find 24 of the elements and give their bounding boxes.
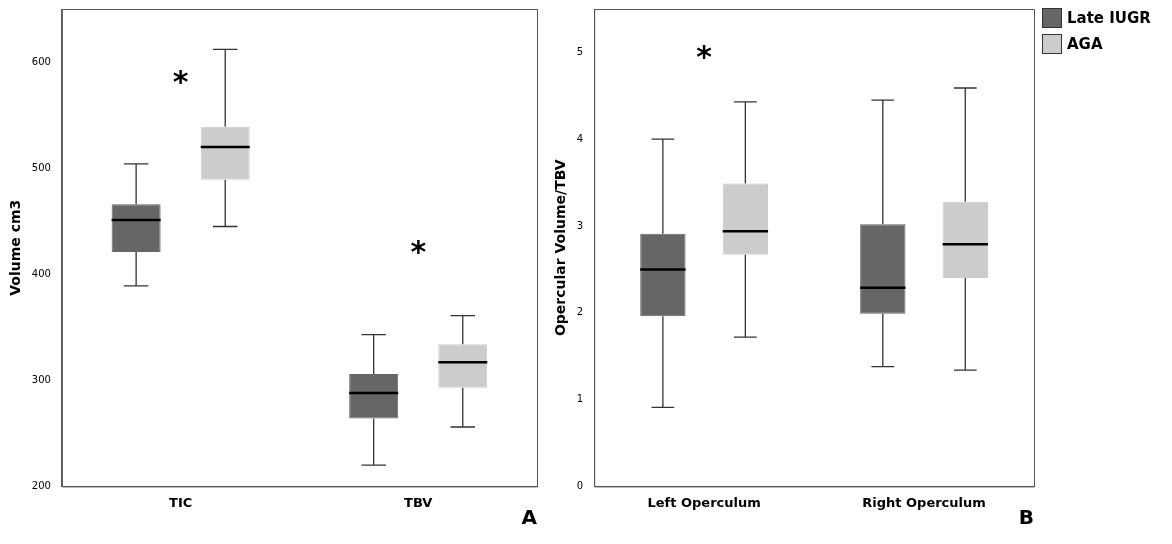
y-tick-label: 400: [31, 267, 51, 279]
y-tick-label: 4: [576, 132, 584, 144]
annotation: *: [172, 63, 189, 99]
y-tick-label: 3: [576, 219, 584, 231]
annotation: *: [410, 234, 427, 270]
y-axis-title: Opercular Volume/TBV: [552, 159, 569, 337]
text: A: [521, 504, 538, 529]
legend-label: Late IUGR: [1067, 9, 1151, 27]
annotation: *: [696, 39, 713, 74]
y-tick-label: 1: [576, 393, 584, 405]
y-tick-label: 5: [576, 45, 584, 57]
y-tick-label: 500: [31, 161, 51, 173]
text: B: [1018, 504, 1034, 529]
y-axis-title: Volume cm3: [7, 199, 24, 296]
x-tick-label: TBV: [404, 494, 433, 510]
y-tick-label: 200: [31, 479, 51, 491]
x-tick-label: Left Operculum: [647, 494, 761, 510]
y-tick-label: 300: [31, 373, 51, 385]
y-tick-label: 0: [576, 479, 584, 491]
y-tick-label: 2: [576, 306, 584, 318]
x-tick-label: TIC: [169, 494, 193, 510]
y-tick-label: 600: [31, 55, 51, 67]
legend-label: AGA: [1067, 35, 1103, 53]
x-tick-label: Right Operculum: [862, 494, 986, 510]
